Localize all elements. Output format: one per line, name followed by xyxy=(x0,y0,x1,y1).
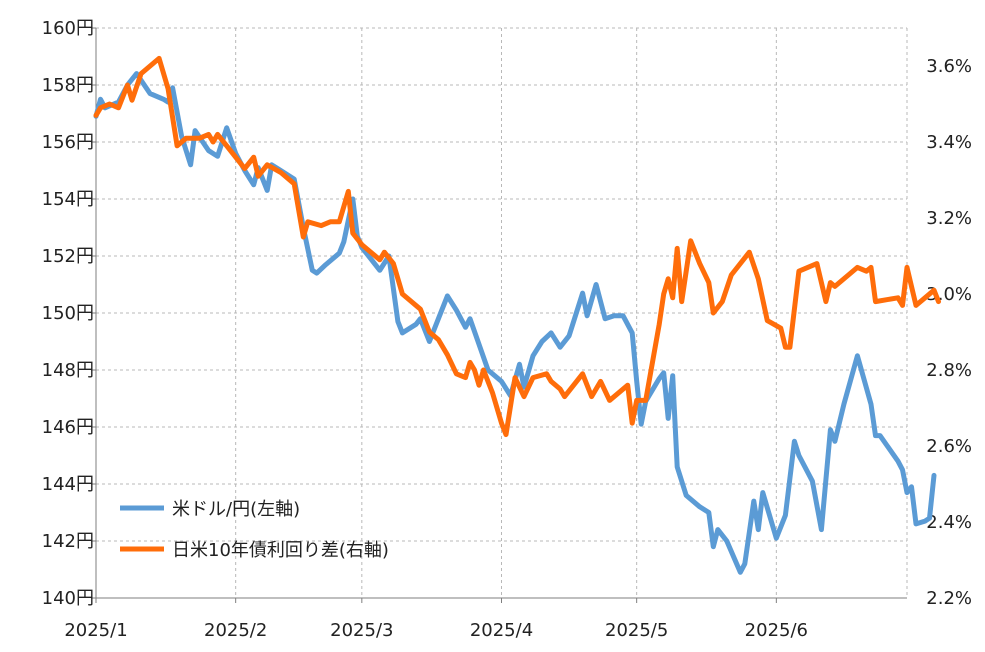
usdjpy-series-line xyxy=(93,71,937,575)
left-axis-ticks: 140円 142円 144円 146円 148円 150円 152円 154円 156円 158円… xyxy=(42,18,96,609)
left-tick-label: 146円 xyxy=(42,417,94,438)
right-tick-label: 2.4% xyxy=(926,512,972,533)
right-tick-label: 3.2% xyxy=(926,208,972,229)
left-tick-label: 144円 xyxy=(42,474,94,495)
x-tick-label: 2025/5 xyxy=(605,620,668,641)
right-tick-label: 3.4% xyxy=(926,132,972,153)
left-tick-label: 150円 xyxy=(42,303,94,324)
yield-spread-series-line xyxy=(93,55,941,438)
right-tick-label: 2.2% xyxy=(926,588,972,609)
right-tick-label: 2.6% xyxy=(926,436,972,457)
left-tick-label: 154円 xyxy=(42,189,94,210)
left-tick-label: 152円 xyxy=(42,246,94,267)
right-tick-label: 3.6% xyxy=(926,56,972,77)
legend-label: 米ドル/円(左軸) xyxy=(172,499,300,520)
x-tick-label: 2025/2 xyxy=(204,620,267,641)
right-tick-label: 2.8% xyxy=(926,360,972,381)
legend: 米ドル/円(左軸) 日米10年債利回り差(右軸) xyxy=(120,499,389,561)
legend-label: 日米10年債利回り差(右軸) xyxy=(172,540,389,561)
left-tick-label: 140円 xyxy=(42,588,94,609)
x-tick-label: 2025/4 xyxy=(470,620,533,641)
right-axis-ticks: 2.2%2.4%2.6%2.8%3.0%3.2%3.4%3.6% xyxy=(926,56,972,609)
left-tick-label: 158円 xyxy=(42,75,94,96)
grid-lines xyxy=(96,27,908,598)
left-tick-label: 148円 xyxy=(42,360,94,381)
x-axis-ticks: 2025/1 2025/2 2025/3 2025/4 2025/5 2025/6 xyxy=(64,598,808,641)
x-tick-label: 2025/6 xyxy=(745,620,808,641)
left-tick-label: 142円 xyxy=(42,531,94,552)
left-tick-label: 156円 xyxy=(42,132,94,153)
series-lines xyxy=(93,55,941,575)
x-tick-label: 2025/3 xyxy=(330,620,393,641)
left-tick-label: 160円 xyxy=(42,18,94,39)
x-tick-label: 2025/1 xyxy=(64,620,127,641)
